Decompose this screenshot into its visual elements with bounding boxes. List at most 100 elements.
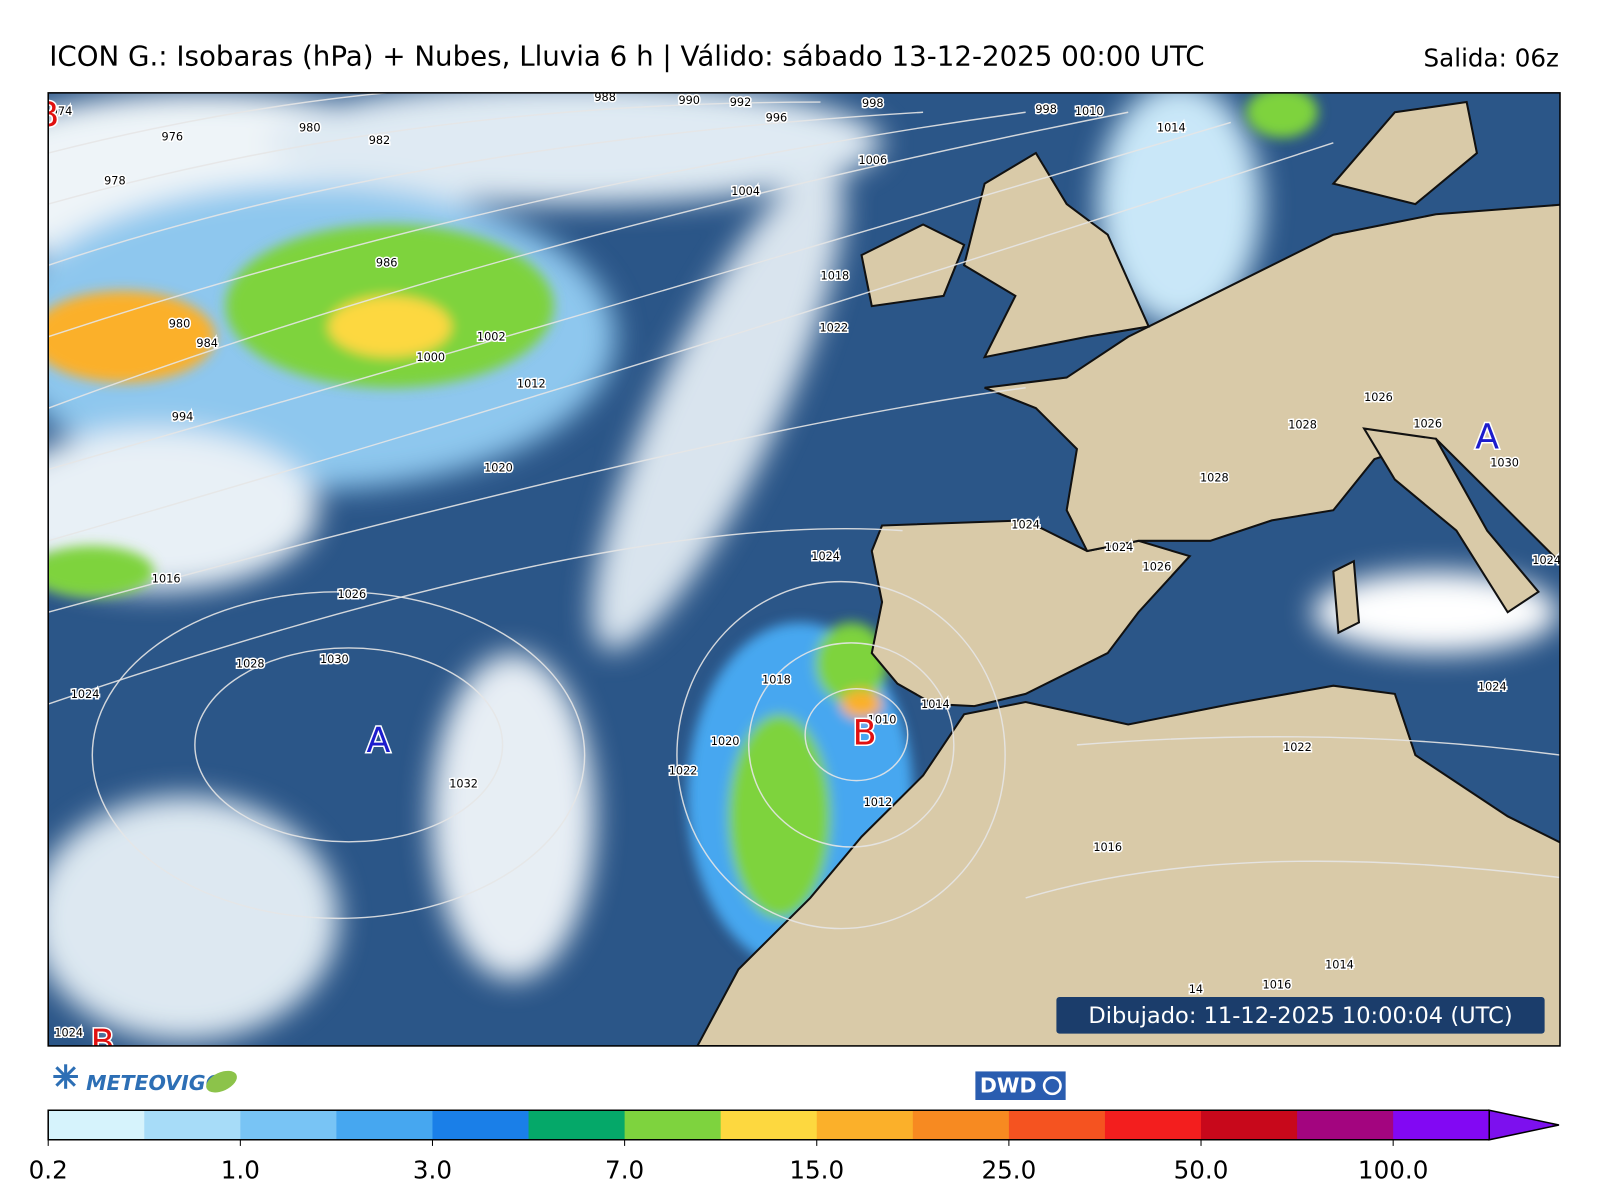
map: 974 976 978 980 982 988 990 992 996 998 998 1010… [35,91,1560,1063]
title: ICON G.: Isobaras (hPa) + Nubes, Lluvia … [49,39,1204,72]
isobar-label: 974 [51,105,73,118]
isobar-label: 1024 [1105,541,1134,554]
isobar-label: 14 [1189,983,1203,996]
isobar-label: 996 [766,111,788,124]
colorbar-frame [47,1109,1490,1141]
isobar-label: 1022 [1283,741,1312,754]
isobar-label: 1024 [1478,681,1507,694]
drawn-time: Dibujado: 11-12-2025 10:00:04 (UTC) [1088,1003,1512,1029]
logo-text: METEOVIGO [86,1071,223,1095]
isobar-label: 994 [172,410,194,423]
isobar-label: 984 [196,337,218,350]
colorbar-segment [432,1110,530,1140]
meteovigo-logo: METEOVIGO [53,1064,237,1095]
isobar-label: 1006 [858,154,887,167]
isobar-label: 988 [594,91,616,104]
isobar-label: 986 [376,256,398,269]
isobar-label: 998 [1035,103,1057,116]
isobar-label: 1022 [669,764,698,777]
isobar-label: 982 [369,134,391,147]
isobar-label: 1014 [1157,122,1186,135]
isobar-label: 1026 [1143,560,1172,573]
isobar-label: 1028 [1288,419,1317,432]
colorbar-segment [1104,1110,1202,1140]
colorbar-tick-label: 25.0 [981,1155,1036,1184]
isobar-label: 1000 [416,351,445,364]
isobar-label: 1022 [819,322,848,335]
colorbar-segment [144,1110,241,1140]
isobar-label: 1012 [517,378,546,391]
isobar-label: 978 [104,175,126,188]
colorbar: 0.2 1.0 3.0 7.0 15.0 25.0 50.0 100.0 [29,1109,1560,1184]
isobar-label: 992 [730,96,752,109]
isobar-labels: 974 976 978 980 982 988 990 992 996 998 998 1010… [49,91,1560,1041]
isobar-label: 1016 [1093,841,1122,854]
run-time: Salida: 06z [1424,43,1559,72]
isobar-label: 1012 [864,796,893,809]
low-center: B [35,95,59,135]
isobar-label: 1016 [1263,979,1292,992]
isobar-label: 1024 [1011,519,1040,532]
colorbar-segment [720,1110,818,1140]
land [696,100,1560,1046]
isobars [48,92,1560,930]
colorbar-segment [912,1110,1010,1140]
map-frame [47,92,1561,1047]
isobar-label: 1028 [1200,472,1229,485]
isobar-label: 1002 [477,331,506,344]
isobar-label: 1010 [868,713,897,726]
colorbar-tick-label: 15.0 [789,1155,844,1184]
colorbar-tick-label: 100.0 [1358,1155,1428,1184]
colorbar-extend [1488,1109,1560,1141]
colorbar-segment [1393,1110,1490,1140]
colorbar-tick-label: 50.0 [1174,1155,1229,1184]
isobar-label: 1024 [71,688,100,701]
isobar-label: 1026 [1413,418,1442,431]
isobar-label: 1020 [484,461,513,474]
isobar-label: 1014 [921,698,950,711]
isobar-label: 976 [162,131,184,144]
high-center: A [367,721,391,761]
colorbar-tick-label: 1.0 [221,1155,260,1184]
isobar-label: 980 [299,122,321,135]
isobar-label: 1030 [320,653,349,666]
dwd-logo: DWD [975,1071,1066,1100]
logo-text: DWD [980,1074,1037,1098]
colorbar-segment [240,1110,337,1140]
isobar-label: 1018 [821,270,850,283]
colorbar-segment [1008,1110,1106,1140]
colorbar-segment [528,1110,626,1140]
colorbar-segment [624,1110,722,1140]
low-center: B [853,714,877,754]
isobar-label: 1024 [54,1027,83,1040]
precipitation [48,92,1318,970]
colorbar-segment [1297,1110,1394,1140]
isobar-label: 1014 [1325,958,1354,971]
isobar-label: 1028 [236,657,265,670]
low-center: B [91,1023,115,1063]
drawn-box [1056,996,1545,1034]
colorbar-segment [336,1110,433,1140]
isobar-label: 1032 [449,778,478,791]
isobar-label: 1018 [762,674,791,687]
isobar-label: 1030 [1490,456,1519,469]
colorbar-tick-label: 3.0 [413,1155,452,1184]
isobar-label: 990 [678,94,700,107]
colorbar-segment [816,1110,914,1140]
isobar-label: 1016 [152,573,181,586]
colorbar-tick-label: 0.2 [29,1155,68,1184]
isobar-label: 1024 [811,550,840,563]
colorbar-segment [1201,1110,1298,1140]
high-center: A [1475,418,1499,458]
isobar-label: 1020 [711,735,740,748]
isobar-label: 1026 [337,588,366,601]
isobar-label: 1004 [731,185,760,198]
isobar-label: 1026 [1364,391,1393,404]
isobar-label: 980 [169,318,191,331]
colorbar-segment [48,1110,145,1140]
isobar-label: 1010 [1075,105,1104,118]
isobar-label: 998 [862,97,884,110]
colorbar-tick-label: 7.0 [605,1155,644,1184]
